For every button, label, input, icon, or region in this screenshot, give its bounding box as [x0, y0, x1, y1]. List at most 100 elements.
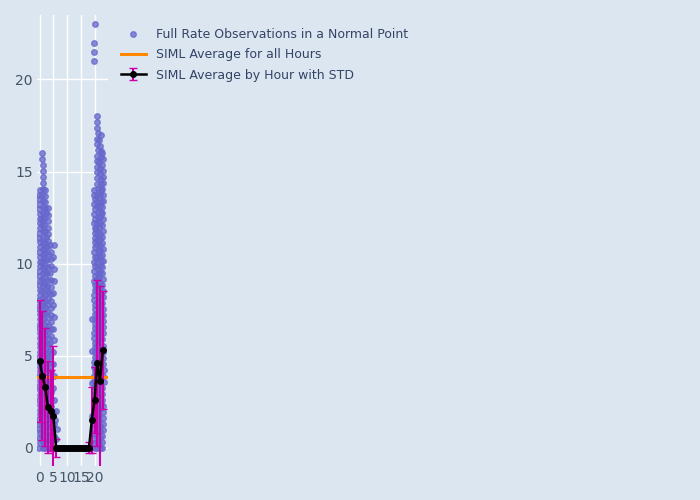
Full Rate Observations in a Normal Point: [92, 286, 103, 294]
Full Rate Observations in a Normal Point: [35, 243, 46, 251]
Full Rate Observations in a Normal Point: [72, 444, 83, 452]
Full Rate Observations in a Normal Point: [34, 444, 45, 452]
Full Rate Observations in a Normal Point: [41, 308, 52, 316]
Full Rate Observations in a Normal Point: [91, 118, 102, 126]
Full Rate Observations in a Normal Point: [95, 152, 106, 160]
SIML Average for all Hours: [36, 374, 44, 380]
Full Rate Observations in a Normal Point: [48, 289, 59, 297]
Full Rate Observations in a Normal Point: [34, 329, 46, 337]
Full Rate Observations in a Normal Point: [92, 140, 103, 148]
Full Rate Observations in a Normal Point: [95, 290, 106, 298]
Full Rate Observations in a Normal Point: [98, 414, 109, 422]
Full Rate Observations in a Normal Point: [46, 297, 57, 305]
Full Rate Observations in a Normal Point: [46, 248, 57, 256]
Full Rate Observations in a Normal Point: [89, 420, 100, 428]
Full Rate Observations in a Normal Point: [44, 381, 55, 389]
Full Rate Observations in a Normal Point: [92, 432, 103, 440]
Full Rate Observations in a Normal Point: [94, 142, 106, 150]
Full Rate Observations in a Normal Point: [36, 372, 48, 380]
Full Rate Observations in a Normal Point: [89, 382, 100, 390]
Full Rate Observations in a Normal Point: [42, 256, 53, 264]
Full Rate Observations in a Normal Point: [39, 344, 50, 352]
Full Rate Observations in a Normal Point: [38, 315, 50, 323]
Full Rate Observations in a Normal Point: [78, 444, 89, 452]
Full Rate Observations in a Normal Point: [46, 430, 57, 438]
Full Rate Observations in a Normal Point: [39, 227, 50, 235]
Full Rate Observations in a Normal Point: [42, 218, 53, 226]
Full Rate Observations in a Normal Point: [97, 300, 108, 308]
Full Rate Observations in a Normal Point: [92, 365, 104, 373]
Full Rate Observations in a Normal Point: [92, 264, 103, 272]
Full Rate Observations in a Normal Point: [50, 416, 61, 424]
Full Rate Observations in a Normal Point: [89, 38, 100, 46]
Full Rate Observations in a Normal Point: [37, 161, 48, 169]
Full Rate Observations in a Normal Point: [42, 314, 53, 322]
Full Rate Observations in a Normal Point: [80, 444, 92, 452]
Full Rate Observations in a Normal Point: [92, 304, 104, 312]
Full Rate Observations in a Normal Point: [38, 185, 49, 193]
Full Rate Observations in a Normal Point: [36, 222, 48, 230]
Full Rate Observations in a Normal Point: [56, 444, 67, 452]
Full Rate Observations in a Normal Point: [34, 282, 45, 290]
Full Rate Observations in a Normal Point: [98, 179, 109, 187]
Full Rate Observations in a Normal Point: [42, 250, 53, 258]
Full Rate Observations in a Normal Point: [38, 300, 49, 308]
Full Rate Observations in a Normal Point: [42, 392, 53, 400]
Full Rate Observations in a Normal Point: [81, 444, 92, 452]
Full Rate Observations in a Normal Point: [92, 186, 104, 194]
Full Rate Observations in a Normal Point: [87, 412, 98, 420]
Full Rate Observations in a Normal Point: [39, 338, 50, 346]
Full Rate Observations in a Normal Point: [34, 386, 46, 394]
Full Rate Observations in a Normal Point: [94, 328, 106, 336]
Full Rate Observations in a Normal Point: [89, 353, 100, 361]
Full Rate Observations in a Normal Point: [94, 262, 106, 270]
Full Rate Observations in a Normal Point: [73, 444, 84, 452]
Full Rate Observations in a Normal Point: [89, 434, 100, 442]
Full Rate Observations in a Normal Point: [37, 252, 48, 260]
Full Rate Observations in a Normal Point: [92, 196, 103, 204]
Full Rate Observations in a Normal Point: [34, 434, 45, 442]
Full Rate Observations in a Normal Point: [91, 152, 102, 160]
Full Rate Observations in a Normal Point: [43, 431, 54, 439]
Full Rate Observations in a Normal Point: [48, 336, 60, 344]
Full Rate Observations in a Normal Point: [92, 376, 104, 384]
Full Rate Observations in a Normal Point: [45, 367, 56, 375]
Full Rate Observations in a Normal Point: [36, 215, 48, 223]
Full Rate Observations in a Normal Point: [90, 243, 101, 251]
Full Rate Observations in a Normal Point: [92, 214, 104, 222]
Full Rate Observations in a Normal Point: [41, 282, 52, 290]
Full Rate Observations in a Normal Point: [91, 174, 102, 182]
Full Rate Observations in a Normal Point: [91, 388, 102, 396]
Full Rate Observations in a Normal Point: [97, 348, 108, 356]
Full Rate Observations in a Normal Point: [39, 262, 50, 270]
Full Rate Observations in a Normal Point: [97, 444, 108, 452]
Full Rate Observations in a Normal Point: [89, 406, 100, 413]
Full Rate Observations in a Normal Point: [69, 444, 80, 452]
Full Rate Observations in a Normal Point: [67, 444, 78, 452]
Full Rate Observations in a Normal Point: [94, 362, 105, 370]
Full Rate Observations in a Normal Point: [53, 444, 64, 452]
Full Rate Observations in a Normal Point: [95, 350, 106, 358]
Full Rate Observations in a Normal Point: [94, 384, 105, 392]
Full Rate Observations in a Normal Point: [94, 279, 106, 287]
Full Rate Observations in a Normal Point: [40, 320, 51, 328]
Full Rate Observations in a Normal Point: [43, 346, 54, 354]
Full Rate Observations in a Normal Point: [48, 300, 59, 308]
Full Rate Observations in a Normal Point: [47, 384, 58, 392]
Full Rate Observations in a Normal Point: [90, 300, 101, 308]
Full Rate Observations in a Normal Point: [94, 444, 106, 452]
Full Rate Observations in a Normal Point: [39, 256, 50, 264]
Full Rate Observations in a Normal Point: [98, 402, 109, 409]
Full Rate Observations in a Normal Point: [92, 427, 104, 435]
Full Rate Observations in a Normal Point: [97, 234, 108, 241]
Full Rate Observations in a Normal Point: [48, 312, 60, 320]
Full Rate Observations in a Normal Point: [88, 190, 99, 198]
Full Rate Observations in a Normal Point: [92, 399, 103, 407]
Full Rate Observations in a Normal Point: [40, 233, 51, 241]
Full Rate Observations in a Normal Point: [89, 439, 100, 447]
Full Rate Observations in a Normal Point: [42, 366, 53, 374]
Full Rate Observations in a Normal Point: [98, 306, 109, 314]
Full Rate Observations in a Normal Point: [64, 444, 75, 452]
Full Rate Observations in a Normal Point: [76, 444, 87, 452]
Full Rate Observations in a Normal Point: [97, 240, 108, 248]
